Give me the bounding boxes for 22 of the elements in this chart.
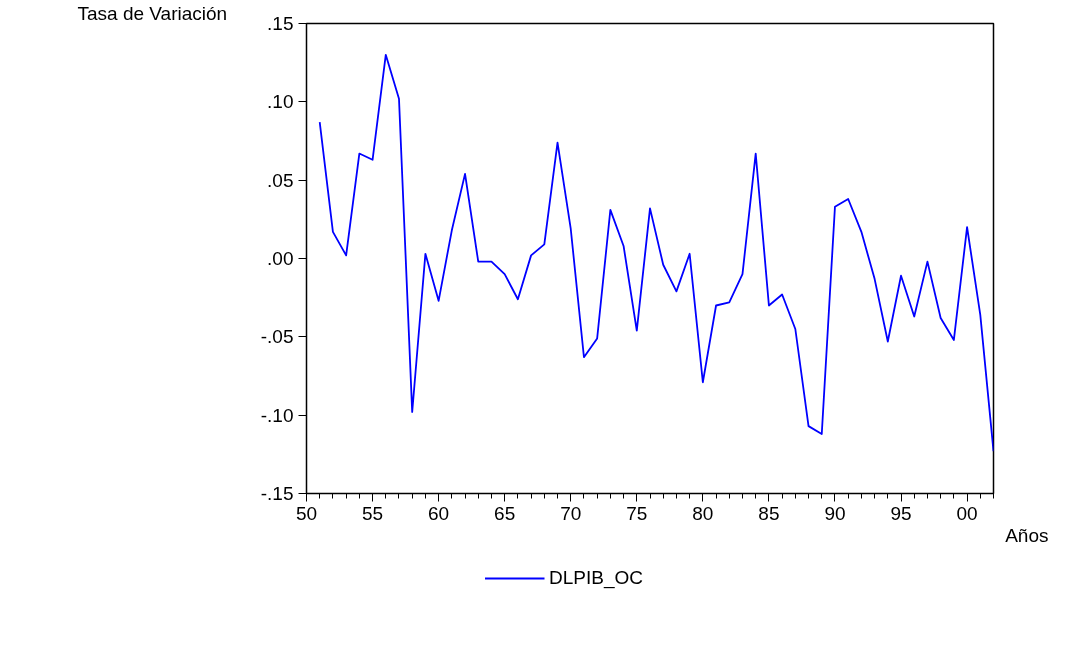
x-tick-label: 60 bbox=[428, 502, 450, 524]
x-tick-label: 65 bbox=[494, 502, 516, 524]
y-tick-label: -.05 bbox=[260, 326, 294, 348]
y-tick-label: .15 bbox=[267, 13, 294, 34]
y-tick-label: .05 bbox=[267, 169, 294, 191]
x-axis-title: Años bbox=[1005, 524, 1049, 546]
legend-label: DLPIB_OC bbox=[549, 567, 643, 589]
y-tick-label: .00 bbox=[267, 248, 294, 269]
y-tick-label: -.10 bbox=[260, 404, 294, 426]
y-tick-label: .10 bbox=[267, 91, 294, 113]
x-tick-label: 95 bbox=[890, 502, 912, 524]
y-tick-label: -.15 bbox=[260, 483, 294, 504]
x-tick-label: 80 bbox=[692, 502, 714, 524]
x-tick-label: 90 bbox=[824, 502, 846, 524]
x-tick-label: 50 bbox=[295, 502, 318, 524]
x-tick-label: 70 bbox=[560, 502, 582, 524]
y-axis-title: Tasa de Variación bbox=[77, 2, 228, 24]
line-series bbox=[318, 53, 994, 453]
x-tick-label: 75 bbox=[626, 502, 648, 524]
x-tick-label: 85 bbox=[758, 502, 780, 524]
x-tick-label: 00 bbox=[956, 502, 978, 524]
x-tick-label: 55 bbox=[361, 502, 384, 524]
